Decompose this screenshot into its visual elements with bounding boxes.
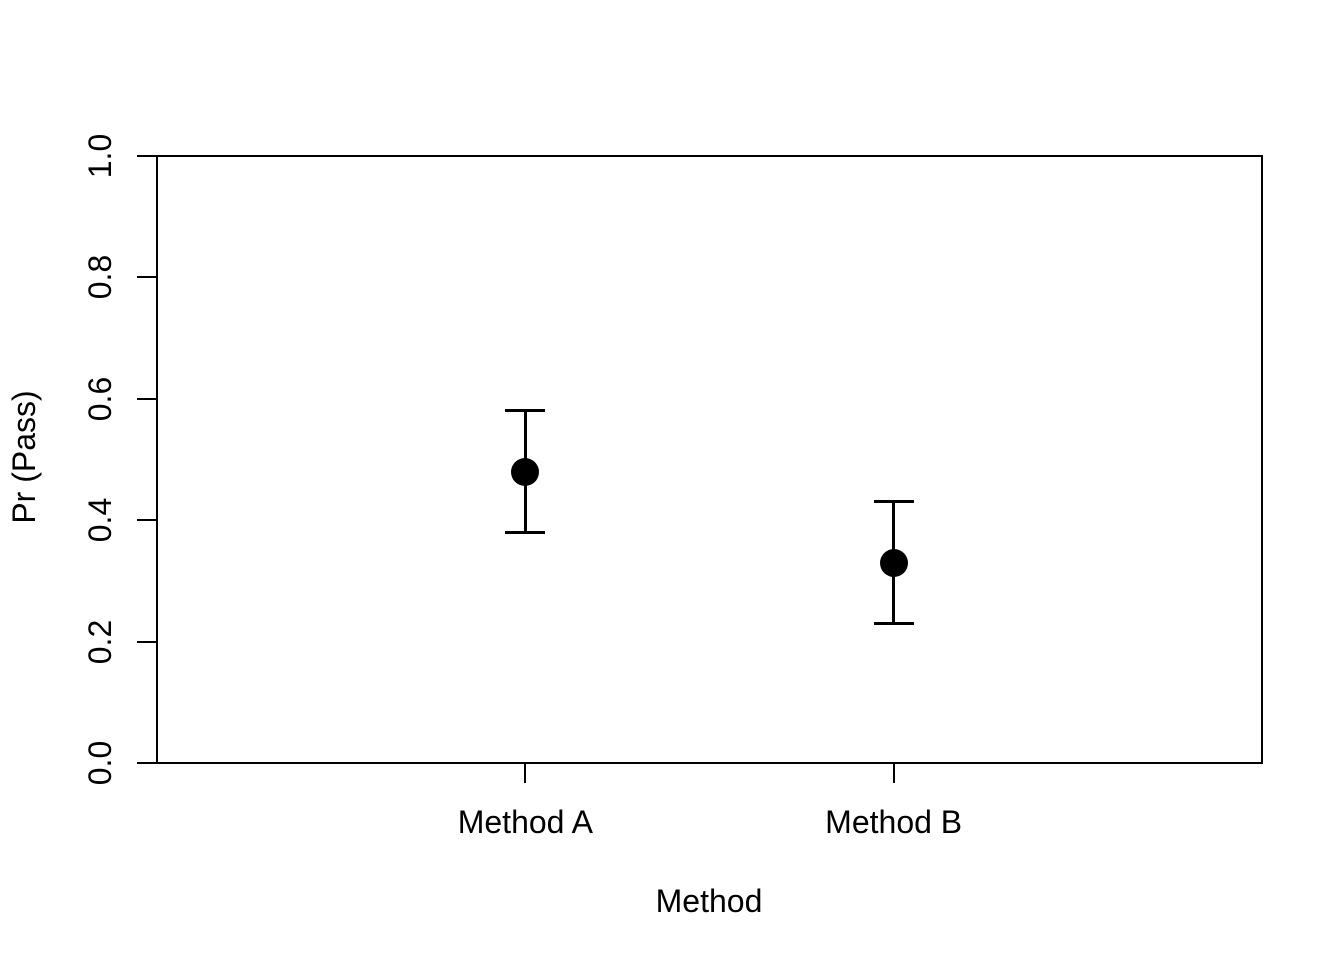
y-tick	[137, 397, 157, 400]
x-tick-label: Method B	[825, 804, 963, 840]
y-tick	[137, 640, 157, 643]
y-tick	[137, 276, 157, 279]
x-tick-label: Method A	[457, 804, 593, 840]
x-axis-title: Method	[655, 883, 763, 919]
x-tick	[524, 763, 527, 783]
plot-area	[156, 155, 1263, 764]
x-tick	[892, 763, 895, 783]
error-bar-cap-upper	[873, 500, 914, 504]
data-point	[879, 548, 908, 577]
y-tick-label: 0.8	[82, 255, 118, 300]
y-tick-label: 0.6	[82, 376, 118, 422]
error-bar-cap-lower	[873, 621, 914, 625]
y-tick	[137, 155, 157, 157]
error-bar-cap-upper	[505, 409, 546, 413]
y-tick-label: 0.4	[82, 497, 118, 543]
y-tick	[137, 519, 157, 522]
data-point	[511, 457, 540, 486]
y-tick-label: 1.0	[82, 133, 118, 179]
error-bar-cap-lower	[505, 530, 546, 534]
y-axis-title: Pr (Pass)	[6, 390, 42, 524]
y-tick	[137, 762, 157, 764]
y-tick-label: 0.2	[82, 619, 118, 664]
y-tick-label: 0.0	[82, 740, 118, 786]
